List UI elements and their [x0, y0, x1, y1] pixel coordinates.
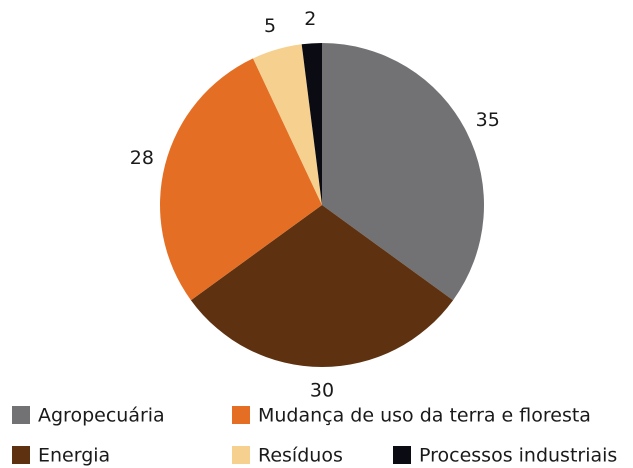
- legend-label: Energia: [38, 445, 110, 467]
- data-label: 30: [310, 380, 334, 402]
- legend-swatch: [12, 446, 30, 464]
- legend-swatch: [12, 406, 30, 424]
- legend-label: Agropecuária: [38, 405, 165, 427]
- pie-slice: [159, 58, 322, 301]
- legend-swatch: [232, 446, 250, 464]
- pie-slice: [253, 44, 322, 205]
- legend-label: Mudança de uso da terra e floresta: [258, 405, 591, 427]
- data-label: 5: [264, 15, 276, 37]
- pie-slice: [190, 205, 454, 367]
- legend-swatch: [232, 406, 250, 424]
- pie-slice: [322, 43, 484, 301]
- data-label: 35: [476, 109, 500, 131]
- legend-swatch: [393, 446, 411, 464]
- data-label: 28: [130, 147, 154, 169]
- legend-label: Resíduos: [258, 445, 343, 467]
- data-label: 2: [304, 8, 316, 30]
- pie-slice: [301, 43, 322, 205]
- legend-label: Processos industriais: [419, 445, 617, 467]
